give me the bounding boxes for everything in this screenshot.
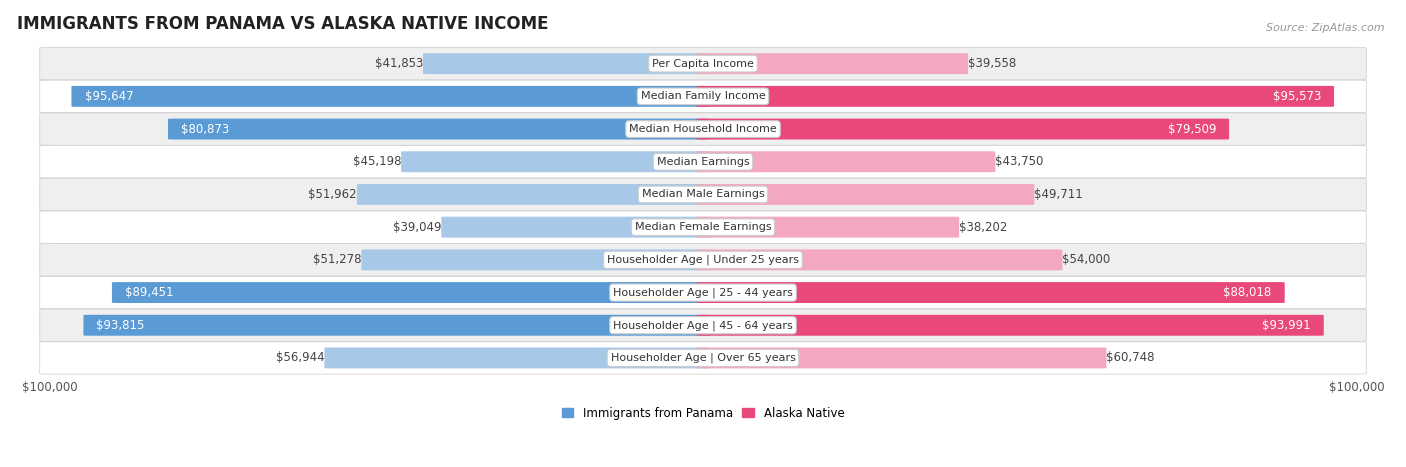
FancyBboxPatch shape: [441, 217, 710, 238]
Text: Householder Age | 45 - 64 years: Householder Age | 45 - 64 years: [613, 320, 793, 331]
FancyBboxPatch shape: [39, 211, 1367, 243]
FancyBboxPatch shape: [83, 315, 710, 336]
FancyBboxPatch shape: [696, 249, 1063, 270]
FancyBboxPatch shape: [39, 80, 1367, 113]
FancyBboxPatch shape: [72, 86, 710, 107]
Text: $41,853: $41,853: [374, 57, 423, 70]
FancyBboxPatch shape: [696, 282, 1285, 303]
Text: IMMIGRANTS FROM PANAMA VS ALASKA NATIVE INCOME: IMMIGRANTS FROM PANAMA VS ALASKA NATIVE …: [17, 15, 548, 33]
Text: Median Family Income: Median Family Income: [641, 92, 765, 101]
Text: $93,815: $93,815: [97, 319, 145, 332]
Text: $39,049: $39,049: [392, 220, 441, 234]
Text: $88,018: $88,018: [1223, 286, 1271, 299]
Text: $43,750: $43,750: [995, 155, 1043, 168]
FancyBboxPatch shape: [423, 53, 710, 74]
Text: $93,991: $93,991: [1263, 319, 1310, 332]
Legend: Immigrants from Panama, Alaska Native: Immigrants from Panama, Alaska Native: [561, 407, 845, 419]
Text: $45,198: $45,198: [353, 155, 401, 168]
FancyBboxPatch shape: [39, 309, 1367, 341]
Text: $39,558: $39,558: [967, 57, 1017, 70]
Text: Median Female Earnings: Median Female Earnings: [634, 222, 772, 232]
FancyBboxPatch shape: [696, 86, 1334, 107]
Text: $79,509: $79,509: [1167, 122, 1216, 135]
Text: Median Male Earnings: Median Male Earnings: [641, 190, 765, 199]
Text: Median Earnings: Median Earnings: [657, 157, 749, 167]
Text: $51,962: $51,962: [308, 188, 357, 201]
FancyBboxPatch shape: [401, 151, 710, 172]
Text: Source: ZipAtlas.com: Source: ZipAtlas.com: [1267, 23, 1385, 33]
FancyBboxPatch shape: [39, 342, 1367, 374]
Text: Householder Age | Over 65 years: Householder Age | Over 65 years: [610, 353, 796, 363]
FancyBboxPatch shape: [696, 119, 1229, 140]
Text: $89,451: $89,451: [125, 286, 173, 299]
FancyBboxPatch shape: [39, 178, 1367, 211]
Text: Median Household Income: Median Household Income: [628, 124, 778, 134]
Text: Householder Age | Under 25 years: Householder Age | Under 25 years: [607, 255, 799, 265]
Text: $80,873: $80,873: [181, 122, 229, 135]
Text: $56,944: $56,944: [276, 352, 325, 364]
Text: $38,202: $38,202: [959, 220, 1008, 234]
Text: $51,278: $51,278: [314, 254, 361, 266]
FancyBboxPatch shape: [696, 53, 967, 74]
FancyBboxPatch shape: [39, 113, 1367, 145]
FancyBboxPatch shape: [361, 249, 710, 270]
FancyBboxPatch shape: [39, 244, 1367, 276]
FancyBboxPatch shape: [112, 282, 710, 303]
Text: $49,711: $49,711: [1035, 188, 1083, 201]
FancyBboxPatch shape: [167, 119, 710, 140]
FancyBboxPatch shape: [696, 184, 1035, 205]
FancyBboxPatch shape: [325, 347, 710, 368]
Text: Householder Age | 25 - 44 years: Householder Age | 25 - 44 years: [613, 287, 793, 298]
FancyBboxPatch shape: [696, 347, 1107, 368]
FancyBboxPatch shape: [39, 48, 1367, 80]
Text: Per Capita Income: Per Capita Income: [652, 59, 754, 69]
Text: $95,647: $95,647: [84, 90, 134, 103]
FancyBboxPatch shape: [696, 315, 1323, 336]
FancyBboxPatch shape: [696, 151, 995, 172]
Text: $54,000: $54,000: [1063, 254, 1111, 266]
Text: $95,573: $95,573: [1272, 90, 1322, 103]
Text: $60,748: $60,748: [1107, 352, 1154, 364]
FancyBboxPatch shape: [696, 217, 959, 238]
FancyBboxPatch shape: [39, 146, 1367, 178]
FancyBboxPatch shape: [357, 184, 710, 205]
FancyBboxPatch shape: [39, 276, 1367, 309]
